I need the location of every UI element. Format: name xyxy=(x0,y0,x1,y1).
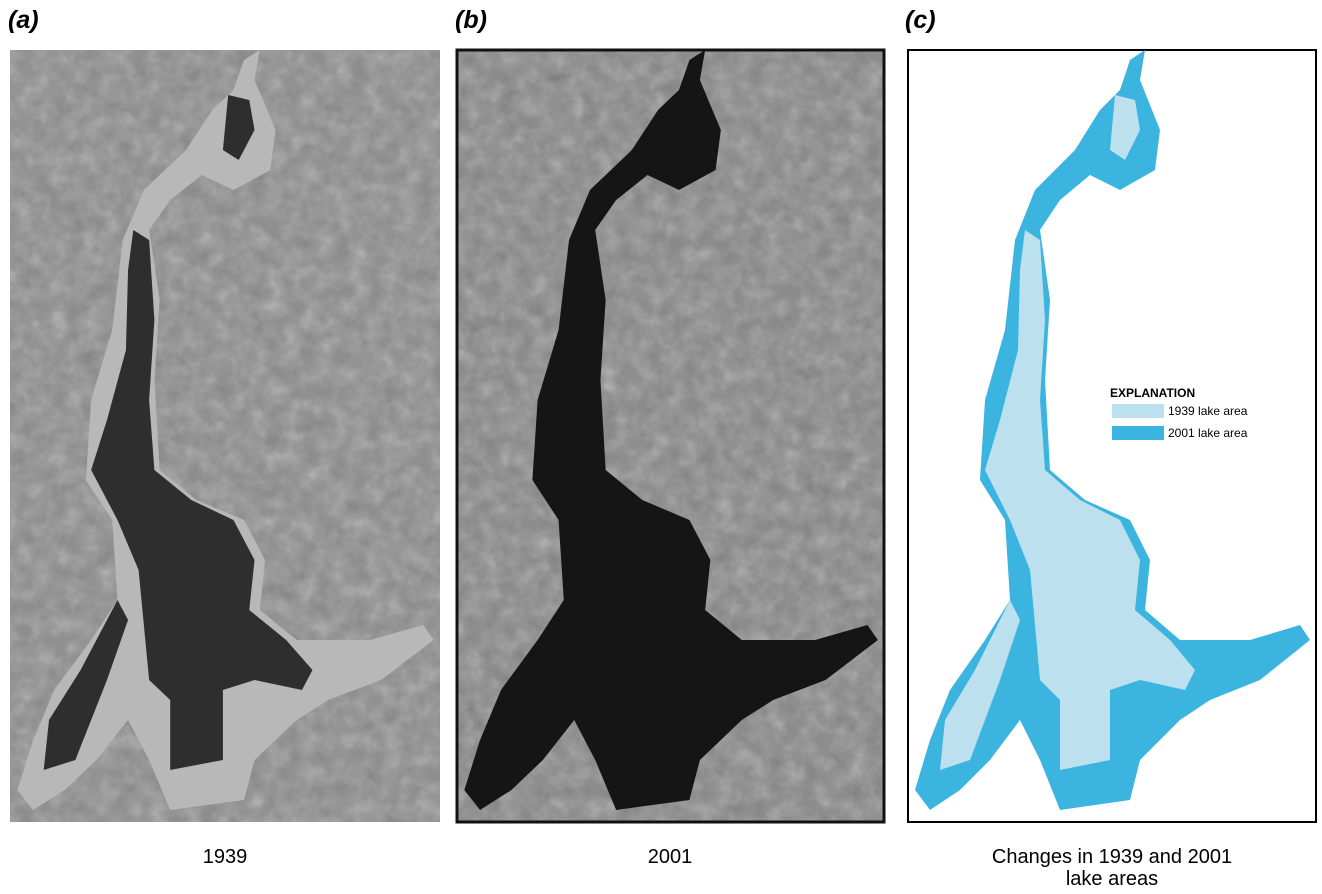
lake-map xyxy=(907,49,1317,823)
photo-1939 xyxy=(10,50,440,822)
caption: Changes in 1939 and 2001 lake areas xyxy=(991,846,1233,890)
panel-label: (b) xyxy=(455,6,487,34)
panel-label: (a) xyxy=(8,6,39,34)
legend-entry: 1939 lake area xyxy=(1168,404,1248,418)
caption: 2001 xyxy=(647,846,693,868)
caption: 1939 xyxy=(202,846,248,868)
panel-label: (c) xyxy=(905,6,936,34)
legend-entry: 2001 lake area xyxy=(1168,426,1248,440)
photo-2001 xyxy=(455,48,886,824)
legend-title: EXPLANATION xyxy=(1110,386,1196,400)
legend-swatch xyxy=(1112,404,1164,418)
legend-swatch xyxy=(1112,426,1164,440)
